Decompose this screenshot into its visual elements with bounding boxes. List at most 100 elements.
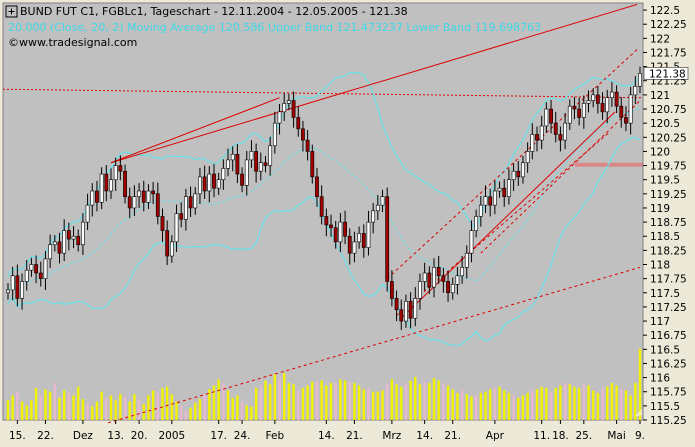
volume-bar	[273, 374, 277, 420]
candle-body	[20, 281, 24, 299]
volume-bar	[577, 388, 581, 420]
x-tick-label: 25.	[575, 430, 592, 442]
candle-body	[81, 221, 85, 246]
volume-bar	[175, 401, 178, 420]
candle-body	[385, 196, 390, 282]
expand-icon	[8, 8, 15, 15]
volume-bar	[582, 383, 586, 420]
candle-body	[29, 264, 34, 271]
volume-bar	[587, 385, 590, 420]
candle-body	[230, 153, 235, 161]
volume-bar	[526, 392, 529, 420]
volume-bar	[460, 390, 464, 420]
candle-body	[282, 103, 287, 113]
volume-bar	[72, 395, 75, 420]
x-tick-label: 9.	[635, 430, 645, 442]
volume-bar	[306, 385, 309, 420]
volume-bar	[203, 394, 206, 420]
candle-body	[286, 100, 291, 104]
y-tick-label: 121.75	[650, 47, 687, 59]
candle-body	[516, 170, 521, 178]
volume-bar	[250, 406, 253, 420]
candle-body	[109, 179, 113, 192]
volume-bar	[48, 391, 52, 420]
y-tick-label: 120.25	[650, 132, 687, 144]
volume-bar	[91, 406, 94, 420]
candle-body	[492, 190, 497, 206]
volume-bar	[559, 385, 562, 420]
channel-mid-line	[480, 100, 641, 254]
y-tick-label: 119.25	[650, 189, 687, 201]
x-tick-label: 17.	[210, 430, 227, 442]
candle-body	[127, 196, 132, 209]
lower-band-line	[7, 136, 641, 347]
candle-body	[95, 190, 99, 203]
resize-grip-icon	[635, 409, 643, 417]
candle-body	[483, 196, 488, 206]
candle-body	[469, 230, 474, 254]
candle-body	[52, 241, 57, 246]
resize-grip[interactable]	[635, 409, 643, 417]
volume-bar	[498, 386, 501, 420]
candle-body	[198, 176, 202, 195]
volume-bar	[268, 384, 272, 420]
indicator-line: 20.000 (Close, 20, 2) Moving Average 120…	[8, 21, 541, 34]
volume-bar	[535, 389, 539, 420]
candle-body	[553, 122, 558, 135]
volume-bar	[20, 401, 24, 420]
candle-body	[71, 235, 76, 240]
volume-bar	[549, 391, 553, 420]
volume-bar	[629, 395, 632, 420]
y-tick-label: 118.25	[650, 245, 687, 257]
candle-body	[76, 235, 81, 246]
y-tick-label: 117.75	[650, 274, 687, 286]
y-tick-label: 116.5	[650, 344, 680, 356]
candle-body	[497, 187, 502, 192]
volume-bar	[634, 383, 637, 420]
candle-body	[113, 165, 118, 180]
volume-bar	[86, 402, 89, 420]
candle-body	[6, 289, 10, 294]
volume-bar	[624, 390, 628, 420]
volume-bar	[226, 390, 230, 420]
candle-body	[389, 281, 394, 299]
candle-body	[226, 159, 230, 169]
volume-bar	[540, 386, 543, 420]
candle-body	[207, 173, 212, 192]
volume-bar	[325, 385, 328, 420]
x-tick-label: Dez	[73, 430, 94, 442]
candle-body	[291, 100, 296, 118]
candle-body	[525, 151, 530, 164]
candle-body	[240, 173, 244, 186]
candle-body	[43, 258, 48, 279]
y-tick-label: 120.75	[650, 104, 687, 116]
candle-body	[595, 94, 600, 104]
candle-body	[305, 139, 310, 152]
candle-body	[521, 162, 525, 178]
candle-body	[413, 298, 418, 319]
y-tick-label: 118.5	[650, 231, 680, 243]
candle-body	[244, 159, 249, 186]
volume-bar	[6, 400, 10, 420]
y-tick-label: 115.5	[650, 401, 680, 413]
volume-bar	[568, 384, 571, 420]
volume-bar	[34, 388, 38, 420]
candle-body	[343, 221, 347, 237]
volume-bar	[137, 399, 141, 420]
trend-lines	[107, 3, 641, 424]
volume-bar	[638, 348, 642, 420]
volume-bar	[67, 392, 71, 420]
volume-bar	[348, 381, 351, 420]
y-tick-label: 120.5	[650, 118, 680, 130]
volume-bar	[184, 410, 188, 420]
candle-body	[183, 196, 188, 220]
candle-body	[605, 97, 610, 113]
channel-support-line	[400, 111, 616, 319]
candle-body	[366, 221, 371, 248]
volume-bar	[531, 390, 534, 420]
candle-body	[235, 153, 240, 175]
candle-body	[99, 173, 104, 203]
volume-bar	[315, 380, 319, 420]
candle-body	[160, 216, 165, 231]
x-tick-label: 11.	[533, 430, 550, 442]
